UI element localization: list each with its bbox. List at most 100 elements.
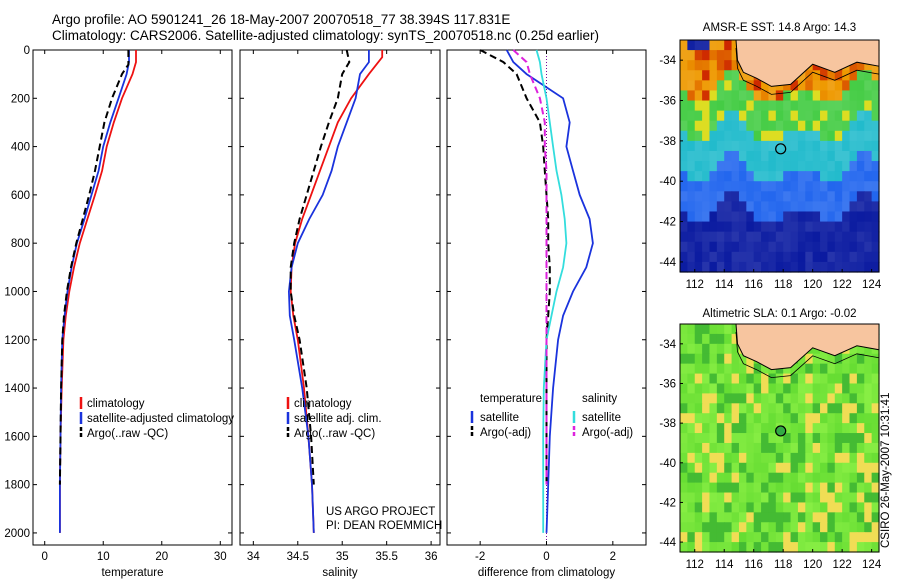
map-cell (827, 161, 836, 172)
map-cell (687, 80, 696, 92)
x-axis-label: temperature (101, 567, 163, 579)
map-cell (856, 413, 865, 424)
map-cell (797, 472, 806, 484)
map-cell (842, 261, 851, 273)
map-cell (797, 261, 806, 273)
map-cell (871, 100, 880, 112)
map-cell (805, 150, 814, 162)
map-cell (797, 393, 806, 404)
map-cell (790, 383, 799, 394)
x-tick-label: 34 (247, 551, 260, 563)
map-cell (820, 383, 829, 394)
map-cell (812, 120, 821, 132)
map-cell (834, 522, 843, 533)
map-cell (724, 261, 733, 273)
map-cell (716, 492, 725, 504)
map-cell (709, 363, 718, 375)
map-cell (731, 433, 740, 444)
map-cell (694, 161, 703, 172)
map-cell (834, 542, 843, 553)
map-cell (687, 472, 696, 484)
map-cell (680, 221, 688, 233)
map-cell (680, 542, 688, 553)
map-cell (871, 251, 880, 263)
map-cell (871, 512, 880, 523)
map-cell (783, 492, 792, 504)
map-cell (820, 261, 829, 273)
panel-frame (239, 49, 441, 546)
map-cell (746, 512, 755, 523)
map-cell (775, 502, 784, 513)
map-cell (797, 413, 806, 424)
map-cell (716, 522, 725, 533)
map-cell (797, 110, 806, 122)
map-cell (709, 241, 718, 253)
map-cell (680, 100, 688, 112)
map-cell (761, 221, 770, 233)
map-cell (680, 181, 688, 192)
map-cell (768, 161, 777, 172)
map-cell (827, 120, 836, 132)
map-cell (820, 231, 829, 243)
map-cell (753, 433, 762, 444)
map-cell (761, 161, 770, 172)
map-cell (790, 90, 799, 102)
map-cell (812, 221, 821, 233)
map-cell (790, 482, 799, 494)
map-cell (694, 60, 703, 71)
map-cell (842, 542, 851, 553)
map-cell (783, 542, 792, 553)
map-cell (842, 251, 851, 263)
map-cell (768, 433, 777, 444)
map-cell (716, 171, 725, 182)
map-cell (746, 403, 755, 414)
map-cell (694, 150, 703, 162)
map-cell (716, 201, 725, 213)
map-cell (797, 171, 806, 182)
map-cell (805, 221, 814, 233)
map-cell (864, 393, 873, 404)
x-tick-label: 118 (774, 559, 792, 571)
map-cell (680, 482, 688, 494)
map-cell (864, 542, 873, 553)
map-cell (805, 261, 814, 273)
map-cell (761, 522, 770, 533)
map-cell (702, 343, 711, 355)
map-title: AMSR-E SST: 14.8 Argo: 14.3 (703, 22, 856, 34)
map-cell (761, 90, 770, 102)
map-cell (790, 181, 799, 192)
map-cell (805, 512, 814, 523)
map-cell (820, 120, 829, 132)
map-cell (864, 343, 873, 355)
map-cell (768, 472, 777, 484)
map-cell (694, 80, 703, 92)
map-cell (797, 353, 806, 365)
map-cell (783, 100, 792, 112)
map-cell (775, 383, 784, 394)
figure-title-line-2: Climatology: CARS2006. Satellite-adjuste… (52, 28, 600, 43)
map-cell (790, 161, 799, 172)
map-cell (849, 413, 858, 424)
map-cell (827, 181, 836, 192)
map-cell (753, 403, 762, 414)
map-cell (834, 171, 843, 182)
map-cell (834, 231, 843, 243)
map-cell (761, 251, 770, 263)
map-cell (687, 150, 696, 162)
map-cell (820, 403, 829, 414)
map-cell (731, 150, 740, 162)
map-cell (746, 161, 755, 172)
map-cell (738, 120, 747, 132)
map-cell (680, 522, 688, 533)
map-cell (694, 50, 703, 61)
y-tick-label: 400 (11, 142, 30, 154)
map-cell (746, 522, 755, 533)
map-cell (702, 353, 711, 365)
map-cell (827, 353, 836, 365)
map-cell (716, 60, 725, 71)
map-cell (783, 502, 792, 513)
map-cell (820, 413, 829, 424)
map-cell (812, 231, 821, 243)
map-cell (849, 433, 858, 444)
map-cell (783, 181, 792, 192)
